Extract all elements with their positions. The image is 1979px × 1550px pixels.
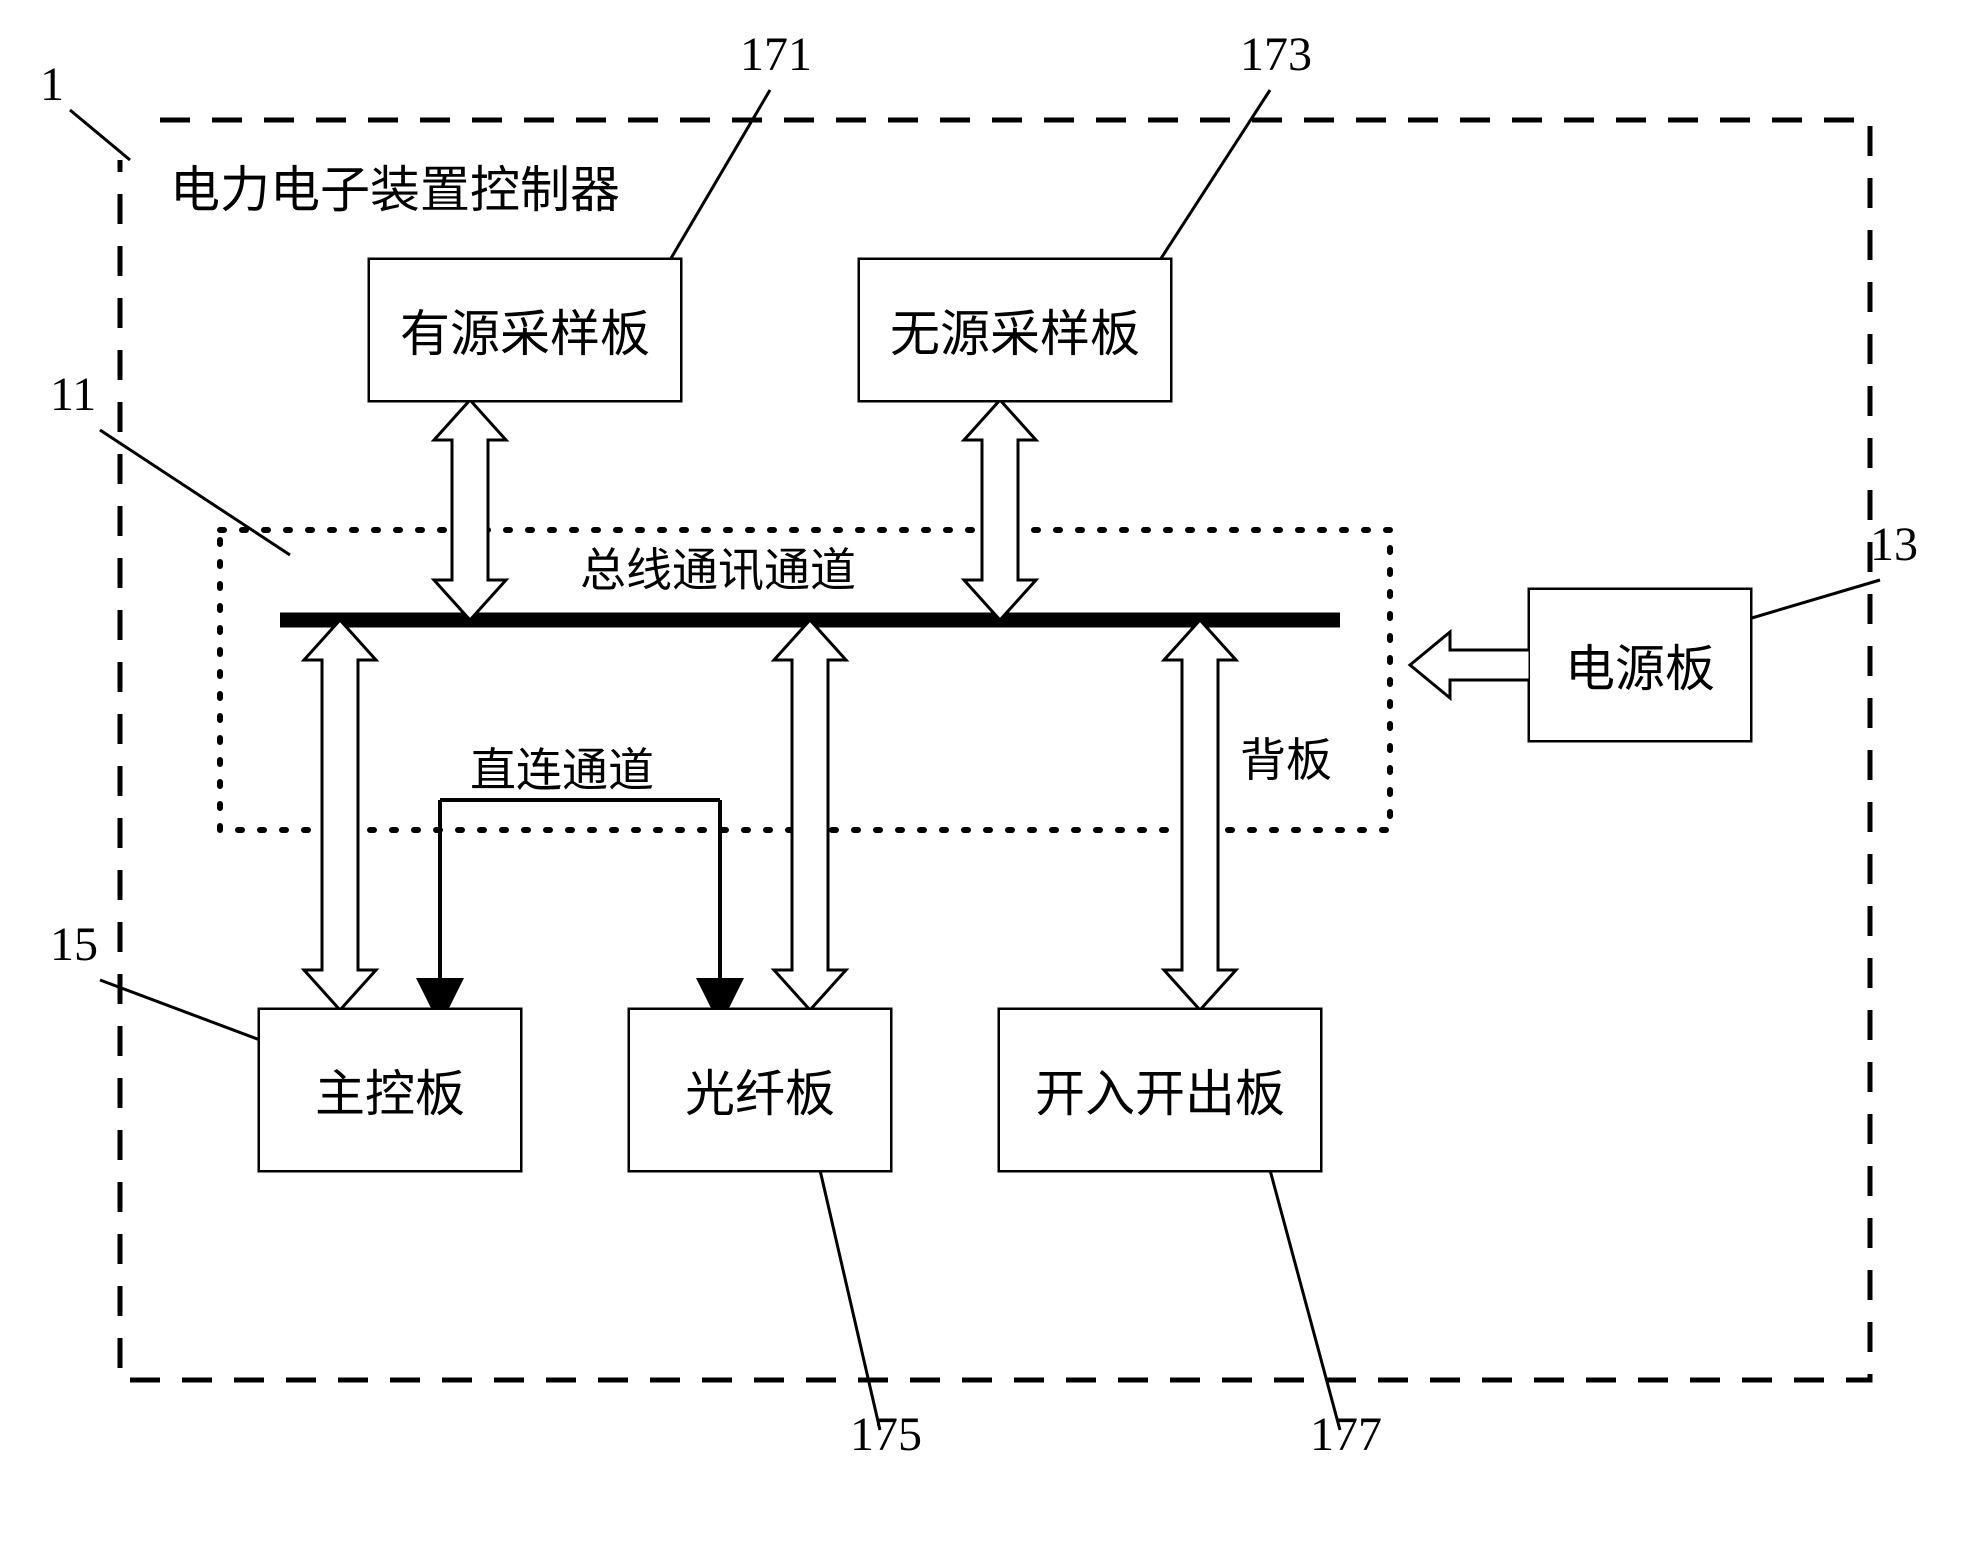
power-board: 电源板 [1530, 590, 1750, 740]
main-control-board: 主控板 [260, 1010, 520, 1170]
callout-11-leader [100, 430, 290, 555]
callout-173: 173 [1240, 28, 1312, 81]
io-board: 开入开出板 [1000, 1010, 1320, 1170]
direct-channel-label: 直连通道 [470, 734, 654, 800]
backplane-label: 背板 [1240, 724, 1332, 790]
callout-1: 1 [40, 58, 64, 111]
callout-13-leader [1745, 580, 1880, 620]
power-arrow [1410, 632, 1530, 698]
controller-title: 电力电子装置控制器 [170, 150, 620, 222]
active-to-bus [434, 400, 506, 620]
callout-13: 13 [1870, 518, 1918, 571]
callout-15-leader [100, 980, 260, 1040]
callout-175-leader [820, 1170, 880, 1430]
diagram-svg: 1 171 173 11 13 15 175 177 [0, 0, 1979, 1550]
bus-channel-label: 总线通讯通道 [580, 534, 856, 600]
callout-1-leader [70, 110, 130, 160]
callout-177: 177 [1310, 1408, 1382, 1461]
bus-to-fiber [774, 620, 846, 1010]
passive-to-bus [964, 400, 1036, 620]
callout-15: 15 [50, 918, 98, 971]
active-sampling-board: 有源采样板 [370, 260, 680, 400]
callout-171-leader [670, 90, 770, 260]
callout-171: 171 [740, 28, 812, 81]
callout-175: 175 [850, 1408, 922, 1461]
diagram-stage: 1171173111315175177 电力电子装置控制器 总线通讯通道 背板 … [0, 0, 1979, 1550]
fiber-board: 光纤板 [630, 1010, 890, 1170]
bus-to-main [304, 620, 376, 1010]
passive-sampling-board: 无源采样板 [860, 260, 1170, 400]
bus-to-io [1164, 620, 1236, 1010]
callout-11: 11 [50, 368, 96, 421]
callout-173-leader [1160, 90, 1270, 260]
callout-177-leader [1270, 1170, 1340, 1430]
